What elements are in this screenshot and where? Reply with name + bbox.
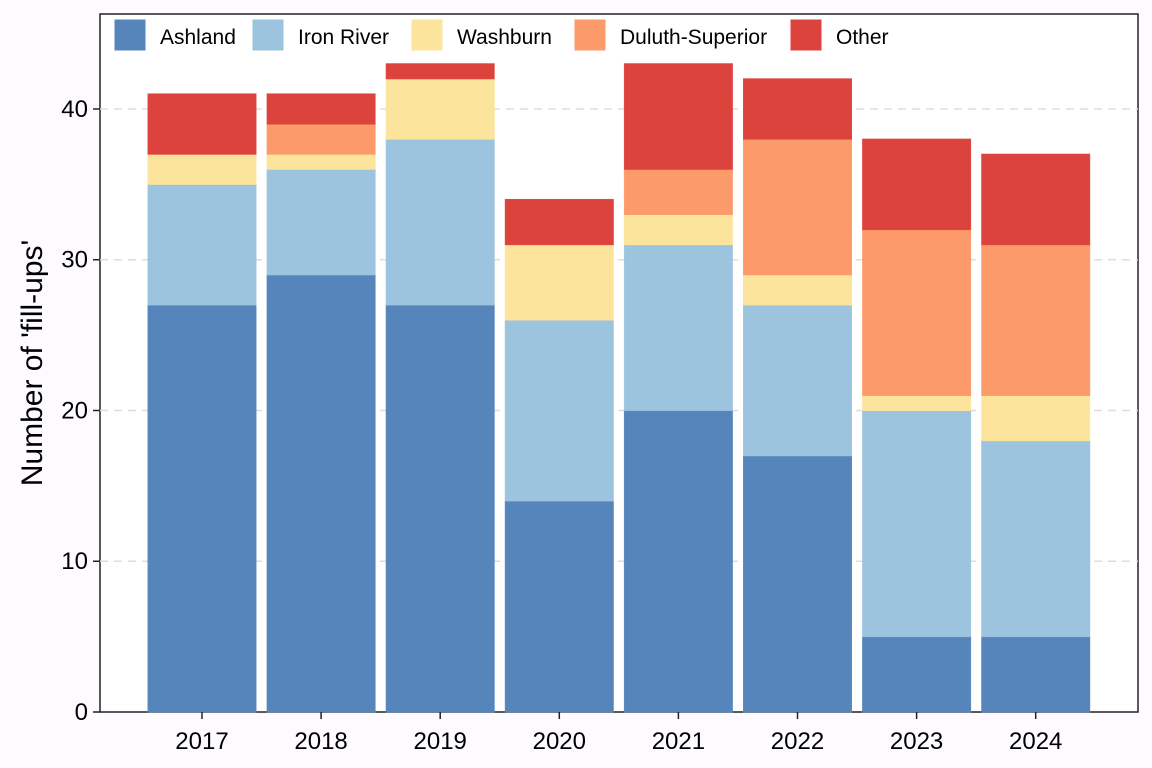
bar-segment-duluth-superior-2023 xyxy=(862,229,972,396)
legend-label: Washburn xyxy=(457,26,552,49)
bar-segment-iron-river-2018 xyxy=(266,168,376,276)
bar-segment-ashland-2018 xyxy=(266,274,376,713)
bar-segment-other-2017 xyxy=(147,93,257,155)
bar-segment-ashland-2017 xyxy=(147,304,257,713)
y-axis: 0 10 20 30 40 xyxy=(61,96,100,726)
bar-segment-washburn-2022 xyxy=(743,274,852,306)
bar-segment-washburn-2021 xyxy=(623,214,733,246)
y-tick-label: 30 xyxy=(61,247,88,274)
legend-label: Duluth-Superior xyxy=(620,26,767,49)
legend-label: Iron River xyxy=(298,26,389,49)
bar-segment-other-2024 xyxy=(981,153,1091,246)
bar-segment-other-2022 xyxy=(743,78,852,140)
x-axis: 2017 2018 2019 2020 2021 2022 2023 2024 xyxy=(175,712,1062,755)
y-tick-label: 0 xyxy=(75,699,88,726)
y-tick-label: 10 xyxy=(61,548,88,575)
bar-segment-duluth-superior-2022 xyxy=(743,138,852,276)
bar-segment-other-2018 xyxy=(266,93,376,125)
bar-segment-washburn-2023 xyxy=(862,394,972,411)
legend-label: Ashland xyxy=(160,26,236,49)
legend-key xyxy=(574,19,606,51)
bar-segment-iron-river-2017 xyxy=(147,183,257,306)
x-tick-label: 2021 xyxy=(652,728,705,755)
bar-segment-other-2021 xyxy=(623,63,733,170)
bar-segment-iron-river-2020 xyxy=(504,319,614,502)
legend-key xyxy=(411,19,443,51)
x-tick-label: 2022 xyxy=(771,728,824,755)
bars xyxy=(147,63,1091,713)
bar-segment-ashland-2023 xyxy=(862,636,972,713)
bar-segment-iron-river-2024 xyxy=(981,440,1091,638)
y-axis-title: Number of 'fill-ups' xyxy=(16,240,49,487)
bar-segment-iron-river-2021 xyxy=(623,244,733,411)
y-tick-label: 40 xyxy=(61,96,88,123)
bar-segment-iron-river-2019 xyxy=(385,138,495,306)
legend-key xyxy=(252,19,284,51)
x-tick-label: 2018 xyxy=(294,728,347,755)
bar-segment-duluth-superior-2018 xyxy=(266,123,376,155)
bar-segment-other-2020 xyxy=(504,198,614,246)
x-tick-label: 2019 xyxy=(414,728,467,755)
bar-segment-other-2023 xyxy=(862,138,972,231)
bar-segment-duluth-superior-2021 xyxy=(623,168,733,216)
legend-key xyxy=(790,19,822,51)
bar-segment-washburn-2017 xyxy=(147,153,257,185)
bar-segment-washburn-2024 xyxy=(981,394,1091,442)
bar-segment-ashland-2019 xyxy=(385,304,495,713)
bar-segment-ashland-2024 xyxy=(981,636,1091,713)
legend: Ashland Iron River Washburn Duluth-Superior… xyxy=(114,19,889,51)
y-tick-label: 20 xyxy=(61,397,88,424)
bar-segment-other-2019 xyxy=(385,63,495,80)
bar-segment-ashland-2020 xyxy=(504,500,614,713)
x-tick-label: 2020 xyxy=(533,728,586,755)
bar-segment-iron-river-2023 xyxy=(862,409,972,638)
bar-segment-ashland-2022 xyxy=(743,455,852,713)
bar-segment-iron-river-2022 xyxy=(743,304,852,457)
bar-segment-washburn-2018 xyxy=(266,153,376,170)
x-tick-label: 2017 xyxy=(175,728,228,755)
bar-segment-ashland-2021 xyxy=(623,409,733,713)
x-tick-label: 2024 xyxy=(1009,728,1062,755)
x-tick-label: 2023 xyxy=(890,728,943,755)
bar-segment-duluth-superior-2024 xyxy=(981,244,1091,396)
bar-segment-washburn-2020 xyxy=(504,244,614,321)
bar-segment-washburn-2019 xyxy=(385,78,495,140)
legend-label: Other xyxy=(836,26,889,49)
legend-key xyxy=(114,19,146,51)
